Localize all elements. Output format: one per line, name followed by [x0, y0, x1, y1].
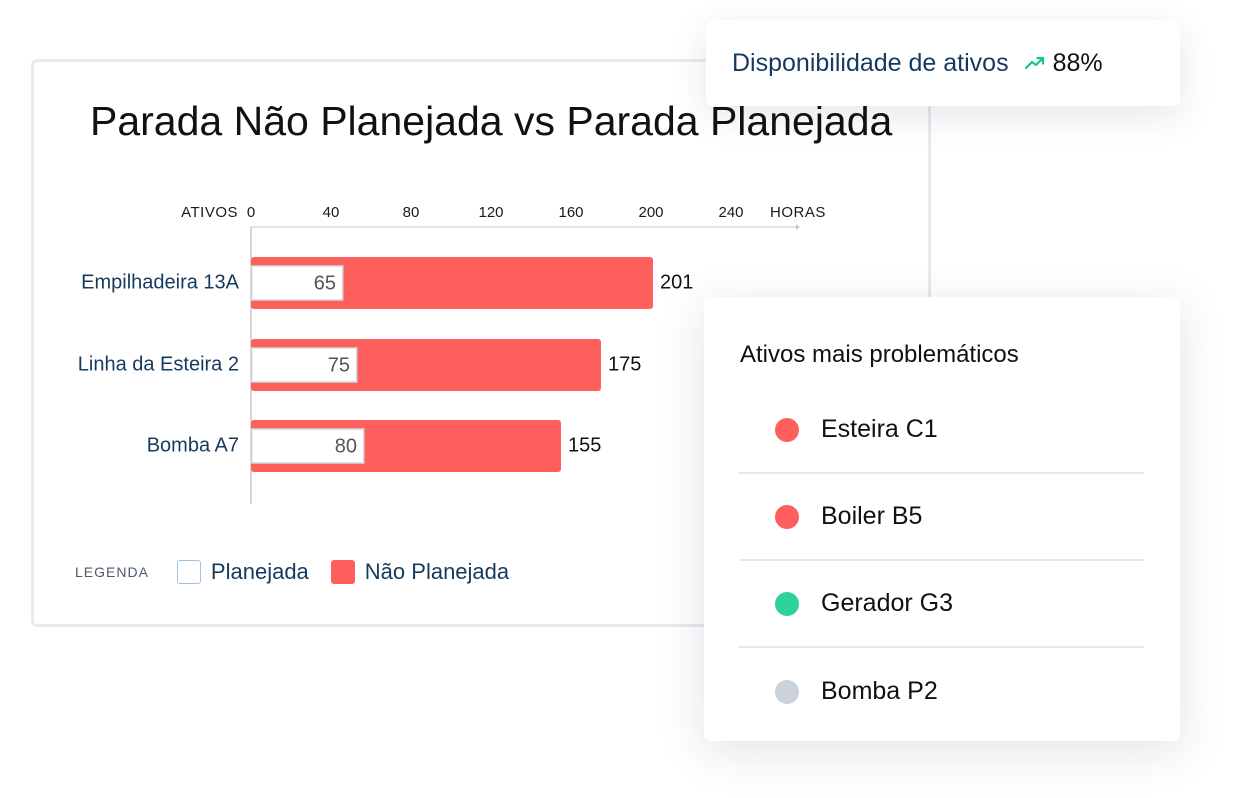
x-axis-title: HORAS	[770, 204, 826, 221]
bar-unplanned	[251, 257, 653, 309]
x-axis-arrow	[796, 224, 800, 230]
status-dot-icon	[775, 504, 799, 529]
x-tick-label: 80	[403, 204, 420, 221]
legend-swatch-unplanned	[330, 560, 355, 584]
kpi-card: Disponibilidade de ativos 88%	[706, 20, 1180, 106]
data-label-unplanned: 155	[568, 434, 601, 456]
status-dot-icon	[775, 591, 799, 616]
status-dot-icon	[775, 417, 799, 442]
x-tick-label: 40	[323, 204, 340, 221]
bar-planned	[251, 347, 358, 383]
x-tick-label: 120	[478, 204, 503, 221]
x-tick-label: 240	[718, 204, 743, 221]
data-label-planned: 80	[335, 435, 357, 457]
asset-label: Bomba P2	[821, 677, 938, 705]
data-label-unplanned: 175	[608, 353, 641, 375]
asset-list-item[interactable]: Esteira C1	[739, 387, 1144, 474]
kpi-label: Disponibilidade de ativos	[732, 48, 1009, 77]
category-label: Empilhadeira 13A	[81, 271, 240, 293]
category-label: Linha da Esteira 2	[78, 353, 239, 375]
chart-legend: LEGENDA Planejada Não Planejada	[75, 556, 531, 588]
legend-label-unplanned: Não Planejada	[364, 559, 510, 584]
bar-chart: ATIVOS 0 40 80 120 160 200 240 HORAS Empilhadeira…	[78, 204, 826, 504]
asset-list-item[interactable]: Boiler B5	[739, 474, 1144, 561]
asset-list-item[interactable]: Bomba P2	[739, 648, 1144, 735]
x-tick-label: 0	[247, 204, 255, 221]
problem-assets-list: Esteira C1 Boiler B5 Gerador G3 Bomba P2	[739, 387, 1144, 735]
problem-assets-card: Ativos mais problemáticos Esteira C1 Boi…	[704, 297, 1180, 741]
problem-assets-title: Ativos mais problemáticos	[740, 341, 1019, 368]
bar-planned	[251, 428, 365, 464]
data-label-planned: 65	[314, 272, 336, 294]
asset-list-item[interactable]: Gerador G3	[739, 561, 1144, 648]
asset-label: Boiler B5	[821, 502, 923, 530]
data-label-unplanned: 201	[660, 271, 693, 293]
category-label: Bomba A7	[147, 434, 239, 456]
trending-up-icon	[1024, 56, 1045, 70]
legend-label-planned: Planejada	[210, 559, 309, 584]
legend-swatch-planned	[176, 560, 201, 584]
status-dot-icon	[775, 679, 799, 704]
bar-planned	[251, 265, 344, 301]
data-label-planned: 75	[328, 354, 350, 376]
x-tick-label: 160	[558, 204, 583, 221]
legend-title: LEGENDA	[75, 564, 149, 580]
asset-label: Gerador G3	[821, 589, 954, 617]
y-axis-title: ATIVOS	[181, 204, 238, 221]
kpi-value: 88%	[1052, 48, 1103, 77]
x-tick-label: 200	[638, 204, 663, 221]
asset-label: Esteira C1	[821, 415, 938, 443]
